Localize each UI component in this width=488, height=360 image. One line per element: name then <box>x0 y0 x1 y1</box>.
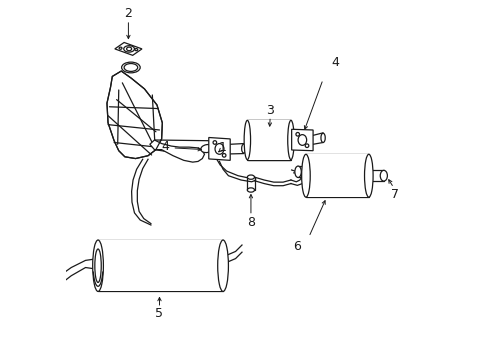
Ellipse shape <box>247 188 254 192</box>
Polygon shape <box>115 42 142 55</box>
Ellipse shape <box>241 144 245 153</box>
Ellipse shape <box>217 240 228 292</box>
Polygon shape <box>291 129 312 151</box>
Text: 7: 7 <box>390 188 398 201</box>
Ellipse shape <box>95 249 101 283</box>
Ellipse shape <box>119 47 122 49</box>
Ellipse shape <box>215 144 224 154</box>
Ellipse shape <box>123 46 134 52</box>
Ellipse shape <box>320 133 325 143</box>
Ellipse shape <box>124 64 138 71</box>
Bar <box>301 154 372 197</box>
Ellipse shape <box>294 166 301 177</box>
Ellipse shape <box>201 145 213 153</box>
Text: 6: 6 <box>293 240 301 253</box>
Polygon shape <box>107 71 162 158</box>
Polygon shape <box>208 138 230 160</box>
Ellipse shape <box>380 170 386 181</box>
Bar <box>247 120 290 159</box>
Ellipse shape <box>301 154 309 197</box>
Ellipse shape <box>126 47 131 51</box>
Ellipse shape <box>244 120 250 159</box>
Ellipse shape <box>305 144 308 148</box>
Ellipse shape <box>135 49 138 51</box>
Text: 2: 2 <box>124 8 132 21</box>
Ellipse shape <box>122 62 140 73</box>
Ellipse shape <box>247 175 254 179</box>
Ellipse shape <box>298 135 306 145</box>
Text: 4: 4 <box>331 55 339 69</box>
Text: 5: 5 <box>155 307 163 320</box>
Ellipse shape <box>34 285 41 296</box>
Ellipse shape <box>295 132 299 136</box>
Polygon shape <box>149 140 204 162</box>
Ellipse shape <box>222 154 225 157</box>
Bar <box>93 240 228 292</box>
Ellipse shape <box>364 154 372 197</box>
Text: 8: 8 <box>246 216 254 229</box>
Text: 1: 1 <box>219 141 226 154</box>
Ellipse shape <box>213 141 216 144</box>
Text: 3: 3 <box>266 104 274 117</box>
Ellipse shape <box>93 240 103 292</box>
Ellipse shape <box>287 120 294 159</box>
Text: 4: 4 <box>161 140 169 153</box>
